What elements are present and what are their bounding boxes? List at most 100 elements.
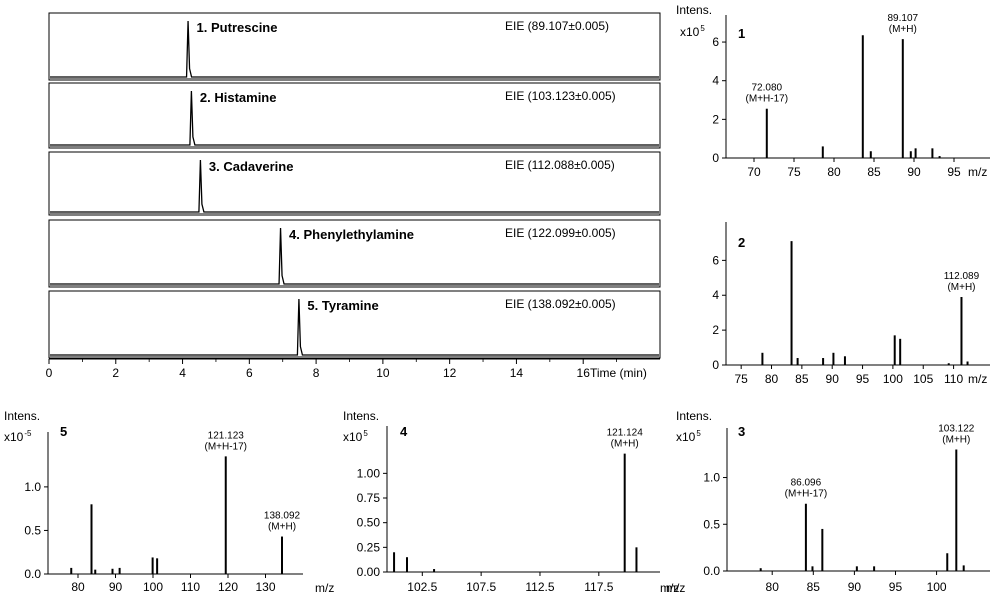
y-tick-label: 0.75 bbox=[357, 491, 381, 505]
x-tick-label: 6 bbox=[246, 366, 253, 380]
peak-annotation: 72.080 bbox=[752, 83, 783, 94]
x-tick-label: 90 bbox=[826, 372, 840, 386]
trace-frame bbox=[48, 151, 661, 216]
x-tick-label: 70 bbox=[747, 165, 761, 179]
y-exponent-label: x10 bbox=[676, 430, 696, 444]
peak-annotation: 112.089 bbox=[944, 271, 980, 282]
compound-label: 5. Tyramine bbox=[307, 298, 378, 313]
peak-annotation: (M+H) bbox=[268, 522, 296, 533]
x-tick-label: 100 bbox=[927, 580, 947, 594]
x-tick-label: 110 bbox=[181, 580, 200, 594]
y-tick-label: 0.5 bbox=[703, 517, 720, 531]
peak-annotation: (M+H-17) bbox=[746, 94, 789, 105]
trace-frame bbox=[48, 290, 661, 359]
x-tick-label: 80 bbox=[766, 580, 780, 594]
trace-line bbox=[50, 90, 659, 146]
eie-label: EIE (138.092±0.005) bbox=[505, 297, 616, 311]
chromatogram-trace: 1. Putrescine EIE (89.107±0.005) bbox=[48, 12, 661, 81]
x-axis-title: m/z bbox=[666, 581, 685, 595]
x-tick-label: 110 bbox=[944, 372, 963, 386]
peak-annotation: 86.096 bbox=[791, 478, 822, 489]
y-tick-label: 0.50 bbox=[357, 516, 381, 530]
y-tick-label: 4 bbox=[712, 288, 719, 302]
y-tick-label: 0 bbox=[712, 151, 719, 165]
x-tick-label: 12 bbox=[443, 366, 457, 380]
y-tick-label: 0 bbox=[712, 358, 719, 372]
y-exponent-power: 5 bbox=[696, 429, 701, 438]
peak-annotation: (M+H-17) bbox=[785, 489, 828, 500]
eie-label: EIE (112.088±0.005) bbox=[505, 158, 615, 172]
x-tick-label: 105 bbox=[913, 372, 933, 386]
trace-line bbox=[50, 159, 659, 213]
x-tick-label: 100 bbox=[143, 580, 163, 594]
peak-annotation: (M+H) bbox=[942, 434, 970, 445]
mass-spectrum-5: 0.0 0.5 1.0 80 90 100 110 120 130 121.123(M+H-17)… bbox=[4, 409, 334, 595]
y-tick-label: 1.0 bbox=[24, 480, 41, 494]
y-exponent-label: x10 bbox=[4, 430, 24, 444]
x-tick-label: 95 bbox=[889, 580, 903, 594]
trace-line bbox=[50, 20, 659, 78]
y-axis-title: Intens. bbox=[343, 409, 379, 423]
spectrum-number: 4 bbox=[400, 424, 408, 439]
peak-annotation: (M+H) bbox=[889, 24, 917, 35]
y-tick-label: 0.25 bbox=[357, 540, 381, 554]
compound-label: 3. Cadaverine bbox=[209, 159, 294, 174]
y-exponent-label: x10 bbox=[680, 25, 700, 39]
y-tick-label: 2 bbox=[712, 112, 719, 126]
trace-frame bbox=[48, 12, 661, 81]
eie-label: EIE (103.123±0.005) bbox=[505, 89, 616, 103]
x-tick-label: 112.5 bbox=[525, 580, 554, 594]
eie-label: EIE (122.099±0.005) bbox=[505, 226, 616, 240]
chromatogram-panel: 1. Putrescine EIE (89.107±0.005) 2. Histam… bbox=[46, 12, 661, 380]
spectrum-number: 2 bbox=[738, 235, 745, 250]
eie-label: EIE (89.107±0.005) bbox=[505, 19, 609, 33]
mass-spectrum-3: 0.0 0.5 1.0 80 85 90 95 100 86.096(M+H-17) 103.12… bbox=[666, 409, 990, 595]
compound-label: 4. Phenylethylamine bbox=[289, 227, 414, 242]
peak-annotation: 138.092 bbox=[264, 511, 301, 522]
x-tick-label: 80 bbox=[71, 580, 85, 594]
x-tick-label: 8 bbox=[313, 366, 320, 380]
mass-spectrum-4: 0.00 0.25 0.50 0.75 1.00 102.5 107.5 112.5 117.5… bbox=[343, 409, 679, 595]
x-tick-label: 10 bbox=[376, 366, 390, 380]
y-exponent-power: -5 bbox=[24, 429, 32, 438]
spectrum-number: 1 bbox=[738, 26, 745, 41]
x-axis-title: Time (min) bbox=[590, 366, 647, 380]
x-tick-label: 100 bbox=[883, 372, 903, 386]
y-tick-label: 1.00 bbox=[357, 466, 381, 480]
x-tick-label: 14 bbox=[510, 366, 524, 380]
x-tick-label: 16 bbox=[577, 366, 591, 380]
chromatogram-trace: 4. Phenylethylamine EIE (122.099±0.005) bbox=[48, 219, 661, 288]
x-axis-title: m/z bbox=[315, 581, 334, 595]
y-axis-title: Intens. bbox=[676, 3, 712, 17]
peak-annotation: 121.124 bbox=[607, 428, 644, 439]
y-axis-title: Intens. bbox=[4, 409, 40, 423]
compound-label: 1. Putrescine bbox=[197, 20, 278, 35]
x-tick-label: 102.5 bbox=[407, 580, 437, 594]
y-tick-label: 1.0 bbox=[703, 471, 720, 485]
x-tick-label: 85 bbox=[867, 165, 881, 179]
spectrum-number: 3 bbox=[738, 424, 745, 439]
y-tick-label: 6 bbox=[712, 253, 719, 267]
x-tick-label: 80 bbox=[765, 372, 779, 386]
peak-annotation: 89.107 bbox=[888, 13, 919, 24]
x-tick-label: 90 bbox=[848, 580, 862, 594]
x-tick-label: 85 bbox=[807, 580, 821, 594]
x-tick-label: 75 bbox=[787, 165, 801, 179]
trace-line bbox=[50, 298, 659, 356]
x-tick-label: 90 bbox=[109, 580, 123, 594]
x-tick-label: 95 bbox=[947, 165, 961, 179]
x-axis-title: m/z bbox=[968, 165, 987, 179]
x-tick-label: 80 bbox=[827, 165, 841, 179]
y-tick-label: 0.0 bbox=[24, 567, 41, 581]
mass-spectrum-1: 0 2 4 6 70 75 80 85 90 95 72.080(M+H-17) 89.107(M+H… bbox=[676, 3, 990, 179]
y-tick-label: 2 bbox=[712, 323, 719, 337]
x-tick-label: 120 bbox=[218, 580, 238, 594]
peak-annotation: (M+H) bbox=[611, 439, 639, 450]
peak-annotation: 121.123 bbox=[208, 430, 245, 441]
x-axis-title: m/z bbox=[660, 581, 679, 595]
compound-label: 2. Histamine bbox=[200, 90, 277, 105]
y-axis-title: Intens. bbox=[676, 409, 712, 423]
x-tick-label: 107.5 bbox=[466, 580, 496, 594]
y-exponent-power: 5 bbox=[363, 429, 368, 438]
